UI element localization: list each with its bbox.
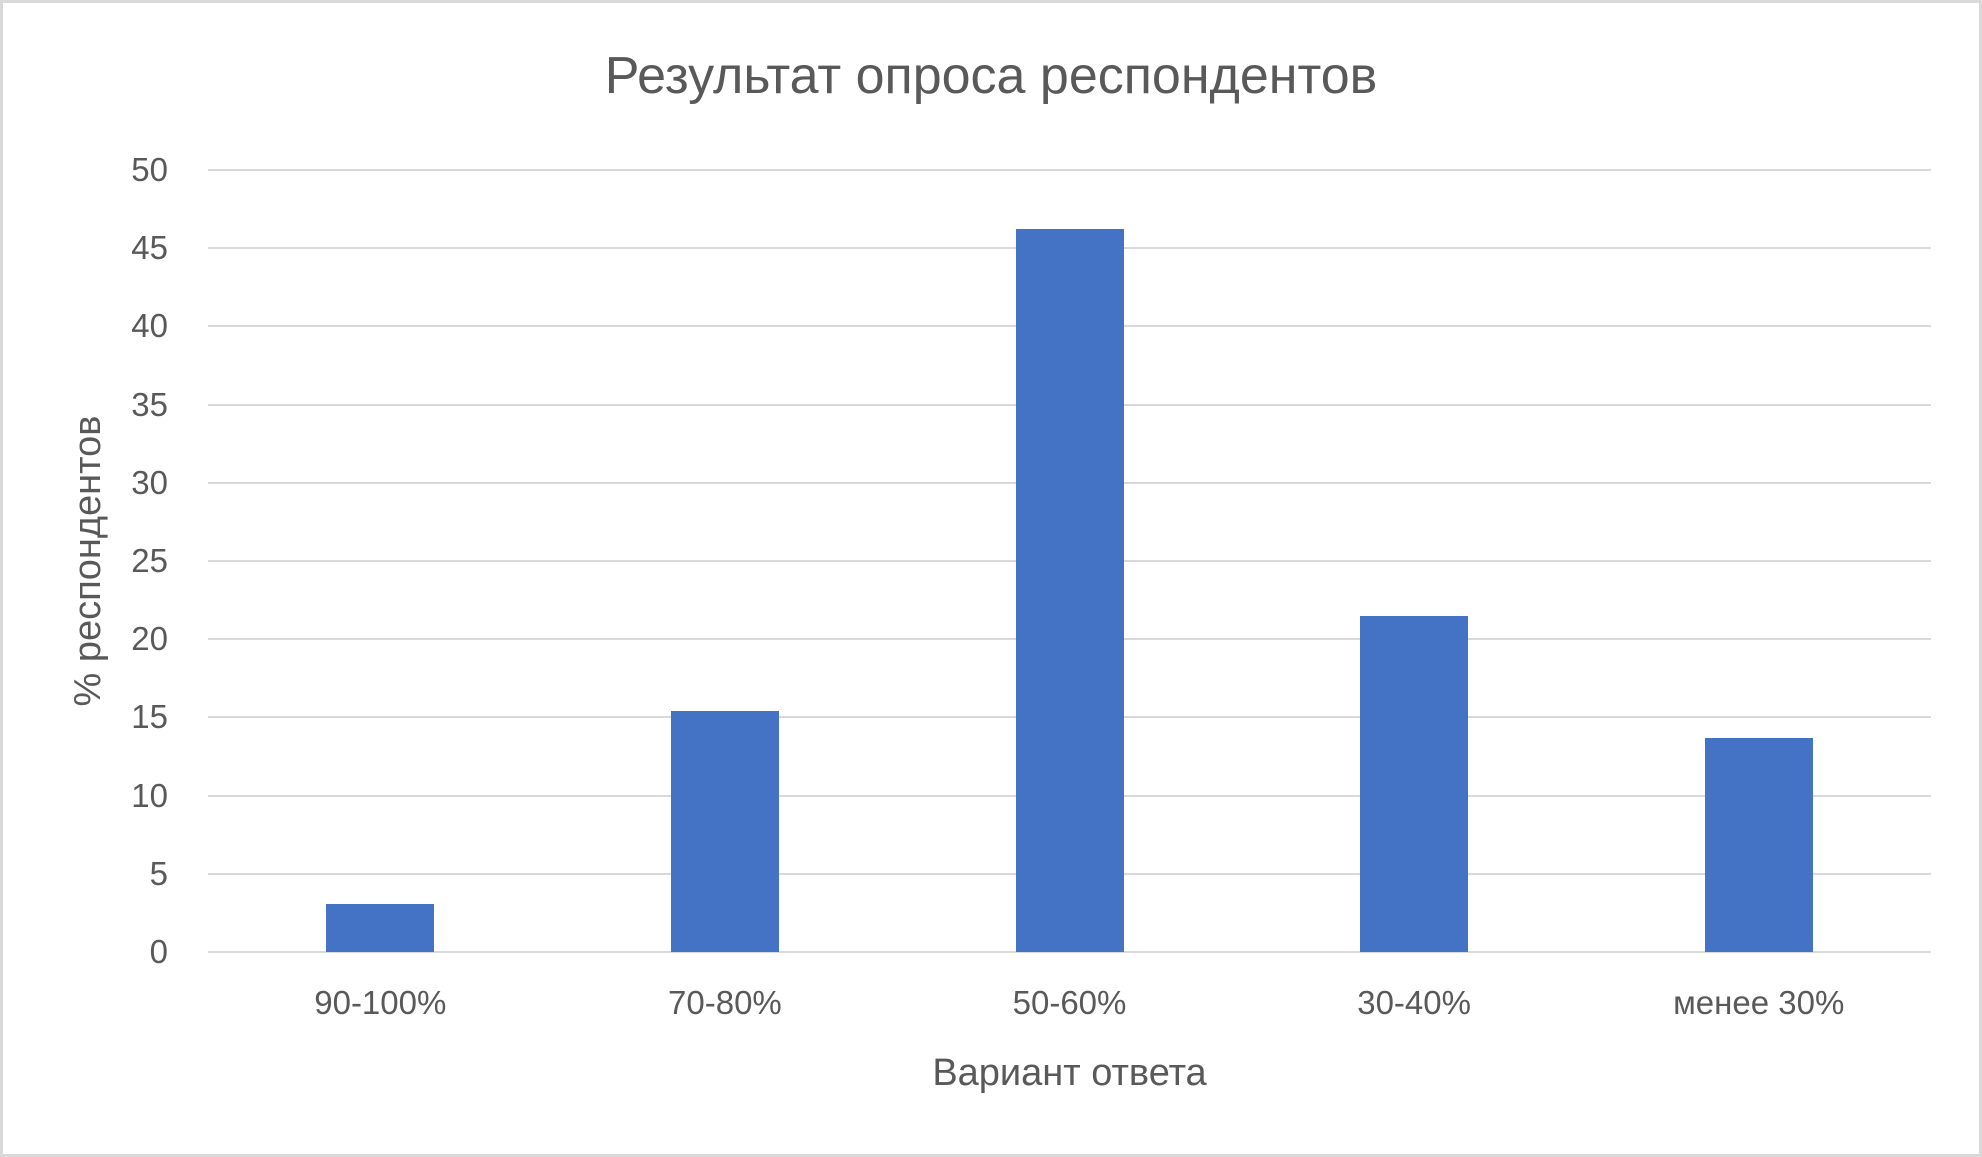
x-tick-label: 90-100% bbox=[314, 984, 447, 1021]
x-tick-label: 50-60% bbox=[1012, 984, 1127, 1021]
gridline bbox=[208, 169, 1931, 171]
chart-title: Результат опроса респондентов bbox=[604, 47, 1378, 105]
bar-4 bbox=[1360, 615, 1469, 952]
bar-5 bbox=[1704, 737, 1813, 952]
x-tick-label: менее 30% bbox=[1673, 984, 1845, 1021]
y-tick-label: 30 bbox=[131, 463, 168, 501]
y-tick-label: 45 bbox=[131, 229, 168, 267]
x-axis-title: Вариант ответа bbox=[932, 1052, 1207, 1094]
bar-2 bbox=[670, 711, 779, 952]
plot-area bbox=[208, 169, 1931, 953]
bar-1 bbox=[326, 903, 435, 952]
y-tick-label: 5 bbox=[149, 854, 168, 892]
y-tick-label: 0 bbox=[149, 933, 168, 970]
bar-3 bbox=[1015, 229, 1124, 952]
x-tick-label: 30-40% bbox=[1357, 984, 1471, 1021]
y-tick-label: 10 bbox=[131, 776, 168, 814]
y-tick-label: 20 bbox=[131, 620, 168, 658]
y-tick-label: 35 bbox=[131, 385, 168, 423]
y-tick-label: 15 bbox=[131, 698, 168, 736]
x-tick-label: 70-80% bbox=[668, 984, 782, 1021]
y-tick-label: 40 bbox=[131, 307, 168, 345]
y-tick-label: 50 bbox=[131, 151, 168, 188]
y-tick-label: 25 bbox=[131, 542, 168, 579]
gridline bbox=[208, 951, 1931, 953]
